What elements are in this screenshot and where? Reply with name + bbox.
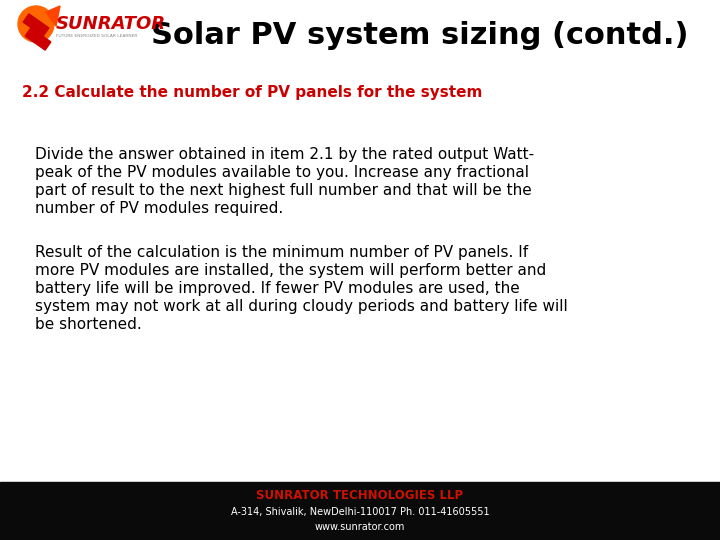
Text: SUNRATOR: SUNRATOR <box>56 15 166 33</box>
Text: Solar PV system sizing (contd.): Solar PV system sizing (contd.) <box>151 21 689 50</box>
Text: SUNRATOR TECHNOLOGIES LLP: SUNRATOR TECHNOLOGIES LLP <box>256 489 464 502</box>
Text: more PV modules are installed, the system will perform better and: more PV modules are installed, the syste… <box>35 263 546 278</box>
Text: Divide the answer obtained in item 2.1 by the rated output Watt-: Divide the answer obtained in item 2.1 b… <box>35 147 534 162</box>
Text: 2.2 Calculate the number of PV panels for the system: 2.2 Calculate the number of PV panels fo… <box>22 85 482 100</box>
FancyArrow shape <box>25 28 51 50</box>
Text: part of result to the next highest full number and that will be the: part of result to the next highest full … <box>35 183 532 198</box>
Text: peak of the PV modules available to you. Increase any fractional: peak of the PV modules available to you.… <box>35 165 529 180</box>
Text: number of PV modules required.: number of PV modules required. <box>35 201 283 216</box>
Circle shape <box>18 6 54 42</box>
Text: system may not work at all during cloudy periods and battery life will: system may not work at all during cloudy… <box>35 299 568 314</box>
Text: battery life will be improved. If fewer PV modules are used, the: battery life will be improved. If fewer … <box>35 281 520 296</box>
FancyArrow shape <box>23 14 49 36</box>
Bar <box>0 482 720 540</box>
Text: www.sunrator.com: www.sunrator.com <box>315 522 405 532</box>
Text: A-314, Shivalik, NewDelhi-110017 Ph. 011-41605551: A-314, Shivalik, NewDelhi-110017 Ph. 011… <box>230 507 490 517</box>
Text: Result of the calculation is the minimum number of PV panels. If: Result of the calculation is the minimum… <box>35 245 528 260</box>
Text: FUTURE ENERGIZED SOLAR LEARNER: FUTURE ENERGIZED SOLAR LEARNER <box>56 34 138 38</box>
Polygon shape <box>46 6 60 26</box>
Text: be shortened.: be shortened. <box>35 317 142 332</box>
